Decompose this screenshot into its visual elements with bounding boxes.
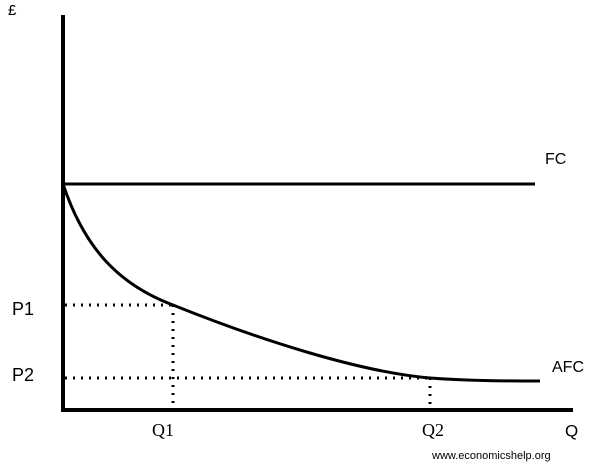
x-axis-label: Q: [565, 421, 578, 440]
fc-label: FC: [545, 151, 566, 168]
footer: www.economicshelp.org: [431, 450, 551, 462]
quantity-label: Q1: [152, 420, 174, 440]
price-label: P2: [12, 365, 34, 385]
price-label: P1: [12, 299, 34, 319]
y-axis-label: £: [8, 2, 17, 19]
afc-curve: [61, 183, 541, 383]
afc-label: AFC: [552, 359, 584, 376]
quantity-label: Q2: [422, 420, 444, 440]
